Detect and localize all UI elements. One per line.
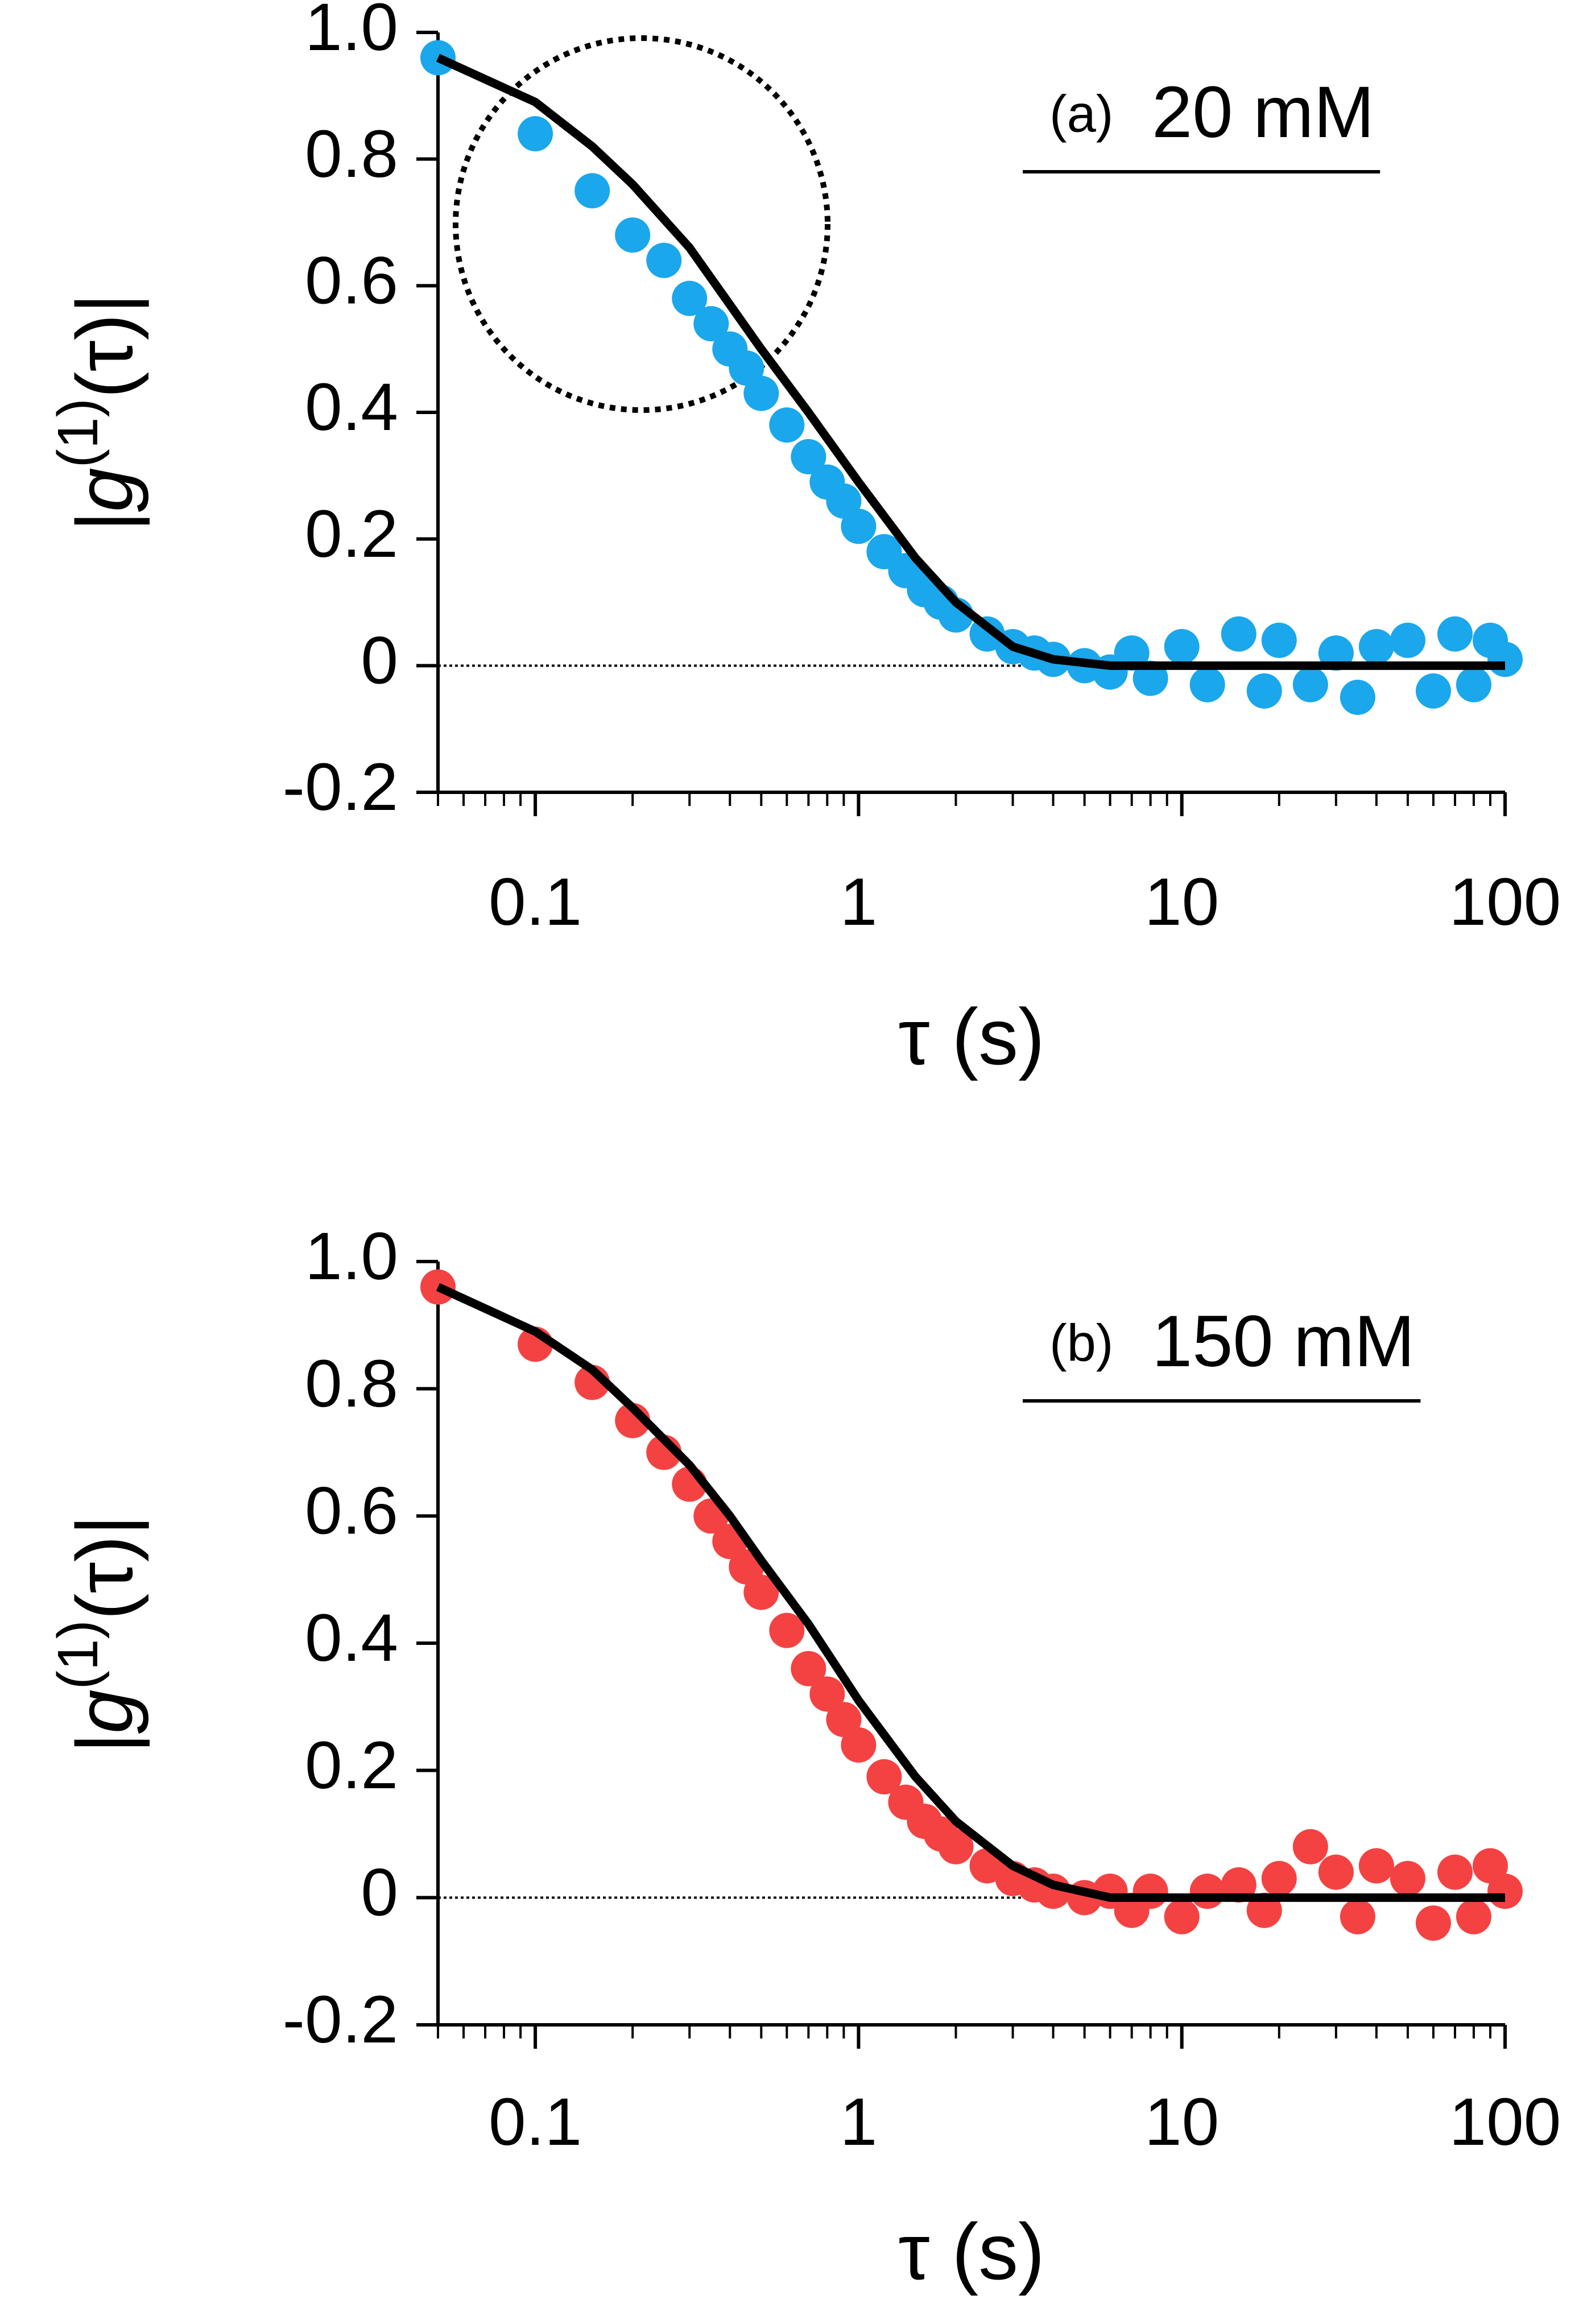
- y-label-part: |g: [60, 468, 150, 532]
- data-point: [1133, 1874, 1168, 1909]
- data-point: [1415, 1905, 1451, 1941]
- data-point: [1318, 1854, 1354, 1890]
- x-tick-label: 0.1: [489, 865, 582, 940]
- data-point: [1437, 1854, 1473, 1890]
- panel-label: (b): [1049, 1314, 1113, 1372]
- data-point: [1292, 1829, 1328, 1864]
- fit-line: [436, 1283, 1505, 1902]
- data-point: [1164, 628, 1200, 664]
- y-tick-label: 0.8: [305, 1346, 398, 1421]
- data-point: [1487, 1874, 1523, 1909]
- annotation: 20 mM: [1152, 72, 1374, 153]
- data-point: [1164, 1899, 1200, 1934]
- data-point: [841, 1727, 877, 1763]
- data-point: [1358, 628, 1394, 664]
- x-tick-label: 100: [1449, 865, 1561, 940]
- data-point: [1437, 616, 1473, 652]
- data-point: [791, 439, 826, 474]
- data-point: [1189, 1874, 1225, 1909]
- data-point: [646, 242, 682, 278]
- panel-label: (a): [1049, 85, 1113, 143]
- y-tick-label: 1.0: [305, 1219, 398, 1294]
- y-label-sup: (1): [46, 1620, 110, 1689]
- data-point: [1189, 667, 1225, 702]
- data-point: [615, 217, 651, 253]
- data-point: [420, 40, 456, 76]
- y-tick-label: 0.2: [305, 497, 398, 572]
- data-point: [1487, 642, 1523, 677]
- y-tick-label: 0.6: [305, 1474, 398, 1549]
- data-point: [826, 1702, 862, 1738]
- y-label-part: (τ)|: [60, 1515, 149, 1620]
- data-point: [1390, 1860, 1425, 1896]
- x-tick-label: 1: [840, 2085, 878, 2160]
- y-label-part: (τ)|: [60, 293, 149, 398]
- data-point: [1456, 1899, 1491, 1934]
- y-tick-label: 0.4: [305, 1601, 398, 1676]
- y-axis-label: |g(1)(τ)|: [46, 1515, 150, 1754]
- data-point: [841, 508, 877, 544]
- y-tick-label: 0.2: [305, 1728, 398, 1803]
- y-tick-label: 0.8: [305, 117, 398, 192]
- y-tick-label: -0.2: [283, 750, 398, 825]
- data-point: [1221, 616, 1257, 652]
- data-point: [743, 375, 779, 411]
- data-point: [1261, 1860, 1297, 1896]
- x-tick-label: 0.1: [489, 2085, 582, 2160]
- data-point: [1415, 673, 1451, 709]
- y-tick-label: 0.4: [305, 370, 398, 445]
- data-point: [1390, 622, 1425, 658]
- data-point: [769, 407, 805, 443]
- data-point: [1472, 1848, 1508, 1884]
- data-point: [1456, 667, 1491, 702]
- data-point: [693, 306, 729, 342]
- y-tick-label: 0: [361, 1855, 398, 1930]
- y-tick-label: 1.0: [305, 0, 398, 65]
- data-point: [791, 1651, 826, 1686]
- x-axis-label: τ (s): [898, 992, 1044, 1081]
- x-tick-label: 10: [1144, 2085, 1219, 2160]
- y-tick-label: -0.2: [283, 1982, 398, 2057]
- data-point: [1340, 1899, 1375, 1934]
- y-tick-label: 0: [361, 623, 398, 698]
- data-point: [866, 1759, 902, 1794]
- x-tick-label: 100: [1449, 2085, 1561, 2160]
- data-point: [938, 1829, 974, 1864]
- x-tick-label: 1: [840, 865, 878, 940]
- y-axis-label: |g(1)(τ)|: [46, 293, 150, 532]
- x-axis-label: τ (s): [898, 2207, 1044, 2296]
- y-label-part: |g: [60, 1689, 150, 1754]
- annotation: 150 mM: [1152, 1301, 1415, 1382]
- highlight-circle: [453, 35, 830, 413]
- data-point: [1358, 1848, 1394, 1884]
- data-point: [743, 1574, 779, 1610]
- y-label-sup: (1): [46, 398, 110, 468]
- data-point: [809, 1676, 845, 1712]
- data-point: [1292, 667, 1328, 702]
- data-point: [769, 1612, 805, 1648]
- data-point: [1261, 622, 1297, 658]
- data-point: [672, 280, 708, 316]
- data-point: [574, 173, 610, 209]
- x-tick-label: 10: [1144, 865, 1219, 940]
- data-point: [1246, 673, 1282, 709]
- y-tick-label: 0.6: [305, 243, 398, 319]
- data-point: [518, 116, 553, 152]
- data-point: [1340, 680, 1375, 715]
- fit-line: [436, 53, 1505, 670]
